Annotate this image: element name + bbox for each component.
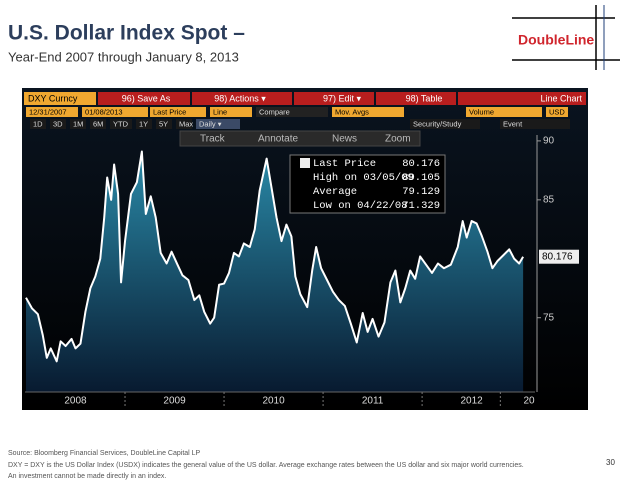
y-tick-label: 75 xyxy=(543,312,555,323)
period-button[interactable] xyxy=(110,119,132,129)
toolbar-button[interactable] xyxy=(98,92,190,105)
x-tick-label: 2011 xyxy=(362,396,384,407)
subtitle: Year-End 2007 through January 8, 2013 xyxy=(8,49,239,64)
toolbar-button[interactable] xyxy=(376,92,456,105)
toolbar-field[interactable] xyxy=(256,107,328,117)
period-button[interactable] xyxy=(70,119,86,129)
footer: Source: Bloomberg Financial Services, Do… xyxy=(8,450,615,480)
stats-box xyxy=(289,154,446,214)
toolbar-field[interactable] xyxy=(150,107,206,117)
period-label: 5Y xyxy=(159,119,168,128)
toolbar: DXY Curncy 96) Save As 98) Actions ▾ 97) Ed… xyxy=(24,92,586,147)
period-button[interactable] xyxy=(50,119,66,129)
stats-swatch xyxy=(300,158,310,168)
period-button[interactable] xyxy=(90,119,106,129)
period-button[interactable] xyxy=(30,119,46,129)
period-button[interactable] xyxy=(196,119,240,129)
x-tick-label: 20 xyxy=(523,396,535,407)
toolbar-label: 98) Actions ▾ xyxy=(214,93,266,103)
toolbar-field[interactable] xyxy=(466,107,542,117)
period-button[interactable] xyxy=(156,119,172,129)
toolbar-field[interactable] xyxy=(210,107,252,117)
period-label: Security/Study xyxy=(413,119,462,128)
toolbar-button[interactable] xyxy=(458,92,586,105)
stats-label: High on 03/05/09 xyxy=(313,172,414,184)
period-button[interactable] xyxy=(176,119,192,129)
note: DXY = DXY is the US Dollar Index (USDX) … xyxy=(8,462,524,469)
plot: 75 85 90 2008 2009 2010 2011 2012 20 80.176 Last P… xyxy=(25,135,579,408)
toolbar-label: Line Chart xyxy=(540,93,582,103)
y-tick-label: 90 xyxy=(543,136,555,147)
title: U.S. Dollar Index Spot – xyxy=(8,22,245,45)
toolbar-field[interactable] xyxy=(26,107,78,117)
period-button[interactable] xyxy=(136,119,152,129)
toolbar-label: 96) Save As xyxy=(122,93,171,103)
last-price-label: 80.176 xyxy=(542,251,573,262)
toolbar-field-label: 12/31/2007 xyxy=(29,107,67,116)
toolbar-field-label: Line xyxy=(213,107,227,116)
toolbar-field-label: Volume xyxy=(469,107,494,116)
toolbar-field-label: Compare xyxy=(259,107,290,116)
toolbar-button[interactable] xyxy=(24,92,96,105)
disclaimer: An investment cannot be made directly in… xyxy=(8,473,166,480)
toolbar-field-label: Last Price xyxy=(153,107,186,116)
tool-label[interactable]: Zoom xyxy=(385,134,411,145)
stats-value: 80.176 xyxy=(402,158,440,170)
x-tick-label: 2008 xyxy=(64,396,87,407)
tool-label[interactable]: Track xyxy=(200,134,226,145)
y-tick-label: 85 xyxy=(543,194,555,205)
toolbar-field-label: 01/08/2013 xyxy=(85,107,123,116)
toolbar-field-label: USD xyxy=(549,107,565,116)
stats-value: 71.329 xyxy=(402,200,440,212)
x-tick-label: 2012 xyxy=(460,396,483,407)
period-button[interactable] xyxy=(410,119,480,129)
stats-label: Low on 04/22/08 xyxy=(313,200,408,212)
period-label: 1M xyxy=(73,119,83,128)
toolbar-label: 98) Table xyxy=(406,93,443,103)
x-tick-label: 2010 xyxy=(262,396,285,407)
period-button[interactable] xyxy=(500,119,570,129)
stats-label: Last Price xyxy=(313,158,376,170)
period-label: 1D xyxy=(33,119,43,128)
line xyxy=(25,150,524,363)
toolbar-field[interactable] xyxy=(332,107,404,117)
toolbar-button[interactable] xyxy=(294,92,374,105)
stats-value: 79.129 xyxy=(402,186,440,198)
toolbar-label: DXY Curncy xyxy=(28,93,78,103)
tool-label[interactable]: News xyxy=(332,134,357,145)
period-label: Daily ▾ xyxy=(199,119,222,128)
x-tick-label: 2009 xyxy=(163,396,186,407)
period-label: Event xyxy=(503,119,523,128)
last-price-box xyxy=(539,249,579,264)
toolbar-field[interactable] xyxy=(546,107,568,117)
toolbar-field-label: Mov. Avgs xyxy=(335,107,369,116)
area xyxy=(25,151,524,392)
period-label: Max xyxy=(179,119,193,128)
period-label: 3D xyxy=(53,119,63,128)
toolbar-button[interactable] xyxy=(192,92,292,105)
stats-label: Average xyxy=(313,186,357,198)
page-number: 30 xyxy=(606,458,615,467)
period-label: 6M xyxy=(93,119,103,128)
logo-text: DoubleLine xyxy=(518,32,594,48)
tool-bar xyxy=(179,130,421,147)
period-label: YTD xyxy=(113,119,129,128)
tool-label[interactable]: Annotate xyxy=(258,134,298,145)
period-label: 1Y xyxy=(139,119,148,128)
toolbar-label: 97) Edit ▾ xyxy=(323,93,362,103)
source: Source: Bloomberg Financial Services, Do… xyxy=(8,450,201,457)
toolbar-field[interactable] xyxy=(82,107,148,117)
stats-value: 89.105 xyxy=(402,172,440,184)
logo: DoubleLine xyxy=(512,5,620,70)
